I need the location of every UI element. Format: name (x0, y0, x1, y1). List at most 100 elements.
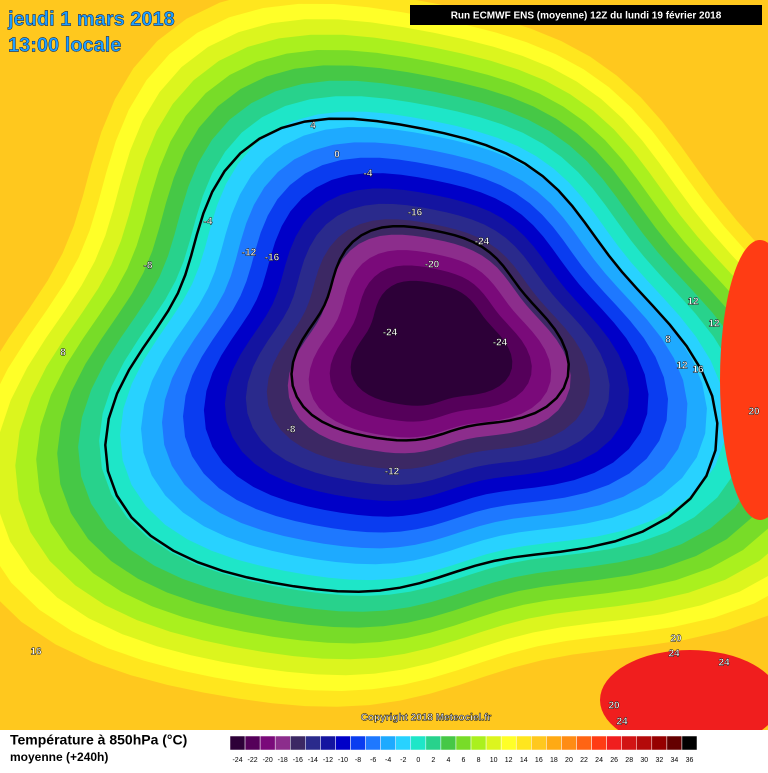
colorbar-label: -2 (400, 757, 406, 764)
contour-label: -24 (383, 328, 398, 339)
run-info: Run ECMWF ENS (moyenne) 12Z du lundi 19 … (451, 11, 722, 22)
colorbar-label: -10 (338, 757, 348, 764)
contour-label: 24 (616, 717, 628, 728)
warm-patch (600, 650, 768, 750)
contour-label: 12 (687, 297, 699, 308)
contour-label: 16 (30, 647, 42, 658)
contour-label: 16 (692, 365, 704, 376)
colorbar-label: 12 (505, 757, 513, 764)
colorbar-swatch (515, 735, 532, 751)
colorbar-label: 26 (610, 757, 618, 764)
colorbar-label: -24 (232, 757, 242, 764)
contour-label: 12 (708, 319, 720, 330)
colorbar-label: -18 (278, 757, 288, 764)
contour-label: -20 (425, 260, 440, 271)
colorbar-label: -14 (308, 757, 318, 764)
colorbar-label: 14 (520, 757, 528, 764)
contour-label: 12 (676, 361, 688, 372)
contour-label: -8 (287, 425, 296, 436)
contour-label: 4 (310, 121, 316, 132)
contour-0 (104, 117, 719, 594)
colorbar-label: -12 (323, 757, 333, 764)
colorbar-swatch (350, 735, 366, 751)
contour-label: 20 (608, 701, 620, 712)
colorbar-swatch (274, 735, 291, 751)
colorbar-swatch (576, 735, 592, 751)
colorbar-label: -6 (370, 757, 376, 764)
contour-label: -24 (493, 338, 508, 349)
contour-label: 24 (668, 649, 680, 660)
colorbar-swatch (410, 735, 427, 751)
colorbar-label: -22 (248, 757, 258, 764)
contour-label: -4 (204, 217, 213, 228)
colorbar-label: 18 (550, 757, 558, 764)
colorbar-swatch (666, 735, 683, 751)
colorbar-label: 32 (655, 757, 663, 764)
colorbar-label: 36 (686, 757, 694, 764)
colorbar-swatch (229, 735, 246, 751)
contour-label: -12 (242, 248, 257, 259)
colorbar-label: 6 (462, 757, 466, 764)
colorbar-swatch (485, 735, 502, 751)
contour-label: 24 (718, 658, 730, 669)
footer-subtitle: moyenne (+240h) (10, 750, 108, 764)
colorbar-label: 0 (416, 757, 420, 764)
contour-label: -24 (475, 237, 490, 248)
contour-label: -8 (144, 261, 153, 272)
contour-label: 8 (665, 335, 671, 346)
colorbar-swatch (500, 735, 517, 751)
colorbar-label: -4 (385, 757, 391, 764)
colorbar-swatch (259, 735, 276, 751)
colorbar-label: 4 (446, 757, 450, 764)
temperature-band (350, 280, 513, 406)
footer-title: Température à 850hPa (°C) (10, 732, 187, 748)
colorbar-swatch (320, 735, 336, 751)
colorbar-swatch (290, 735, 306, 751)
colorbar-swatch (606, 735, 622, 751)
run-box (410, 5, 762, 25)
colorbar-label: 16 (535, 757, 543, 764)
colorbar-swatch (305, 735, 321, 751)
colorbar-swatch (335, 735, 351, 751)
colorbar-label: 22 (580, 757, 588, 764)
contour-label: 20 (748, 407, 760, 418)
date: jeudi 1 mars 2018 (7, 8, 175, 30)
colorbar-swatch (365, 735, 381, 751)
colorbar-swatch (546, 735, 562, 751)
contour-label: -16 (265, 253, 280, 264)
colorbar-label: -8 (355, 757, 361, 764)
copyright: Copyright 2018 Meteociel.fr (361, 713, 492, 724)
colorbar-swatch (591, 735, 607, 751)
warm-patch (720, 240, 768, 520)
colorbar-swatch (636, 735, 653, 751)
colorbar-label: 30 (640, 757, 648, 764)
map (0, 0, 768, 750)
colorbar-label: 24 (595, 757, 603, 764)
contour-minus20 (290, 225, 570, 442)
colorbar-swatch (425, 735, 442, 751)
colorbar-swatch (380, 735, 396, 751)
colorbar-swatch (531, 735, 547, 751)
colorbar-swatch (470, 735, 487, 751)
contour-label: -16 (408, 208, 423, 219)
colorbar-swatch (651, 735, 668, 751)
colorbar-label: 20 (565, 757, 573, 764)
colorbar-swatch (681, 735, 698, 751)
colorbar-swatch (395, 735, 412, 751)
colorbar-swatch (621, 735, 637, 751)
contour-label: -12 (385, 467, 400, 478)
colorbar-label: 8 (477, 757, 481, 764)
colorbar-label: 28 (625, 757, 633, 764)
contour-label: 0 (334, 150, 340, 161)
contour-label: 8 (60, 348, 66, 359)
colorbar-label: 34 (671, 757, 679, 764)
colorbar-label: 10 (490, 757, 498, 764)
contour-label: -4 (364, 169, 373, 180)
contour-label: 20 (670, 634, 682, 645)
colorbar-swatch (455, 735, 472, 751)
colorbar-label: -16 (293, 757, 303, 764)
colorbar-swatch (561, 735, 577, 751)
colorbar-label: -20 (263, 757, 273, 764)
colorbar-swatch (440, 735, 457, 751)
